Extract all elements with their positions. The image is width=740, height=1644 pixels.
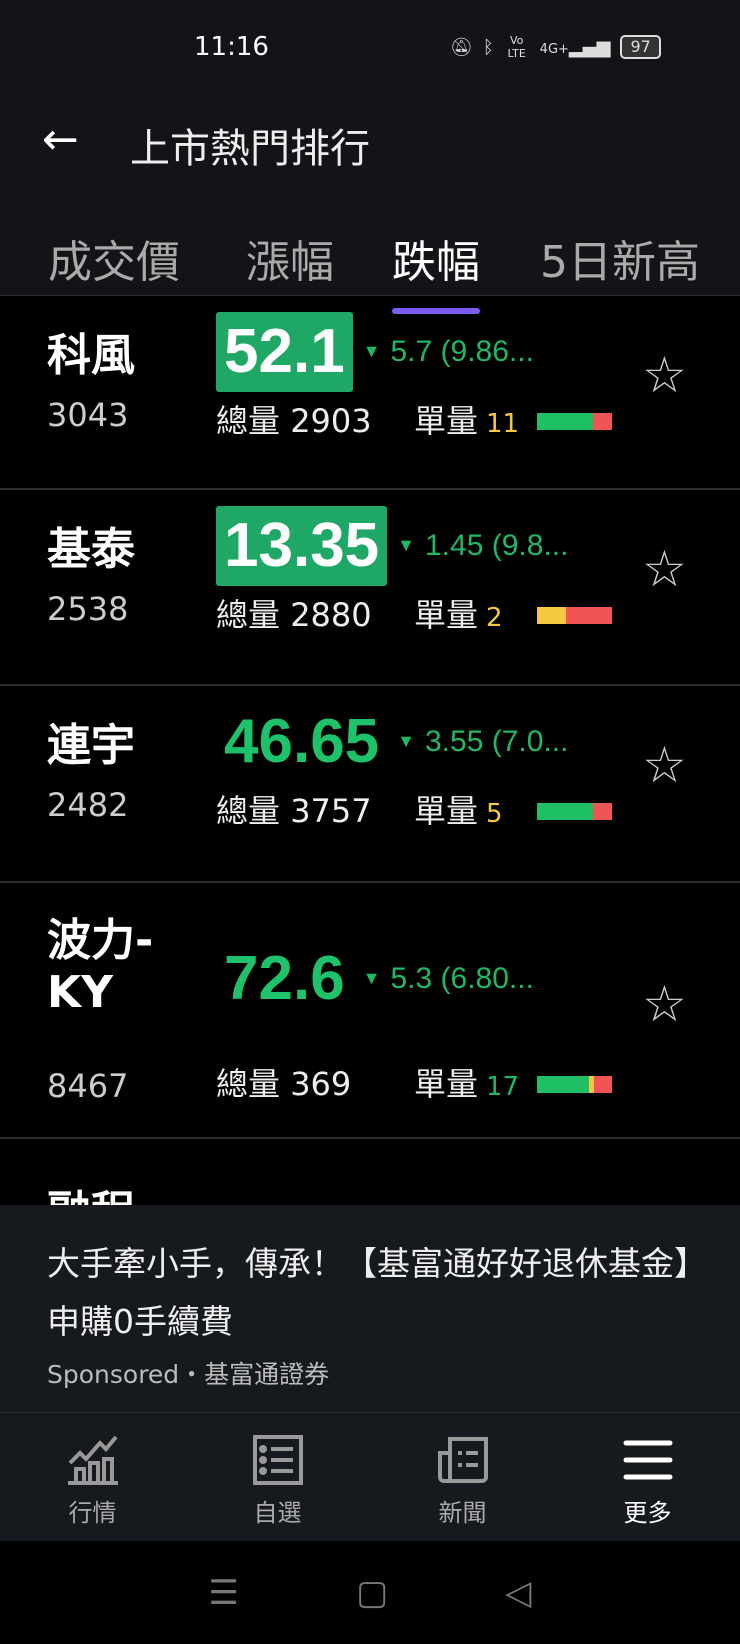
stock-price: 52.1 xyxy=(216,312,353,392)
battery-icon: 97 xyxy=(620,35,661,59)
price-line: 46.65 ▼ 3.55 (7.0... xyxy=(216,702,568,782)
bar-segment xyxy=(537,1076,589,1093)
price-change: ▼ 5.7 (9.86... xyxy=(362,335,534,368)
stock-price: 72.6 xyxy=(224,944,345,1013)
volte-icon: Vo LTE xyxy=(507,34,526,60)
buy-sell-bar xyxy=(537,413,612,430)
system-nav: ☰ ▢ ◁ xyxy=(0,1541,740,1644)
clock: 11:16 xyxy=(194,32,269,62)
tab-bar: 成交價 漲幅 跌幅 5日新高 xyxy=(0,202,740,314)
list-item[interactable]: 波力-KY 8467 72.6 ▼ 5.3 (6.80... 總量 369 單量 1… xyxy=(0,883,740,1139)
stock-code: 2538 xyxy=(47,590,129,628)
home-icon[interactable]: ▢ xyxy=(356,1572,389,1613)
buy-sell-bar xyxy=(537,607,612,624)
unit-volume: 單量 11 xyxy=(414,402,520,440)
app-header: ← 上市熱門排行 xyxy=(0,92,740,202)
bar-segment xyxy=(592,803,612,820)
stock-name: 基泰 xyxy=(47,524,135,575)
chart-icon xyxy=(67,1435,118,1485)
unit-volume: 單量 17 xyxy=(414,1065,520,1103)
nav-watchlist[interactable]: 自選 xyxy=(185,1413,370,1541)
down-triangle-icon: ▼ xyxy=(397,535,415,555)
buy-sell-bar xyxy=(537,1076,612,1093)
tab-price[interactable]: 成交價 xyxy=(48,237,180,288)
buy-sell-bar xyxy=(537,803,612,820)
bar-segment xyxy=(592,413,612,430)
tab-gainers[interactable]: 漲幅 xyxy=(246,237,334,288)
total-volume: 總量 369 xyxy=(216,1065,352,1103)
signal-icon: 4G+▂▄▆ xyxy=(539,36,611,58)
recent-apps-icon[interactable]: ☰ xyxy=(208,1572,240,1613)
status-icons: 🔕︎ ᛒ Vo LTE 4G+▂▄▆ 97 xyxy=(450,34,661,60)
star-icon[interactable]: ☆ xyxy=(642,975,687,1033)
back-arrow-icon[interactable]: ← xyxy=(42,114,79,165)
star-icon[interactable]: ☆ xyxy=(642,736,687,794)
stock-code: 2482 xyxy=(47,786,129,824)
bluetooth-icon: ᛒ xyxy=(482,36,494,58)
nav-news[interactable]: 新聞 xyxy=(370,1413,555,1541)
bar-segment xyxy=(565,607,612,624)
stock-name: 連宇 xyxy=(47,720,135,771)
tab-losers[interactable]: 跌幅 xyxy=(392,226,480,314)
list-item[interactable]: 基泰 2538 13.35 ▼ 1.45 (9.8... 總量 2880 單量 2 … xyxy=(0,490,740,686)
star-icon[interactable]: ☆ xyxy=(642,346,687,404)
unit-volume: 單量 2 xyxy=(414,596,503,634)
menu-icon xyxy=(623,1440,672,1480)
bar-segment xyxy=(594,1076,612,1093)
stock-price: 46.65 xyxy=(224,707,380,776)
news-icon xyxy=(437,1437,488,1483)
price-line: 13.35 ▼ 1.45 (9.8... xyxy=(216,506,568,586)
bar-segment xyxy=(537,607,566,624)
total-volume: 總量 3757 xyxy=(216,792,372,830)
down-triangle-icon: ▼ xyxy=(397,731,415,751)
bar-segment xyxy=(537,803,593,820)
price-change: ▼ 5.3 (6.80... xyxy=(362,962,534,995)
page-title: 上市熱門排行 xyxy=(130,126,370,172)
mute-icon: 🔕︎ xyxy=(450,36,473,58)
ad-text[interactable]: 大手牽小手，傳承！【基富通好好退休基金】申購0手續費 xyxy=(47,1244,691,1341)
list-icon xyxy=(252,1435,303,1485)
price-line: 72.6 ▼ 5.3 (6.80... xyxy=(216,939,534,1019)
unit-volume: 單量 5 xyxy=(414,792,503,830)
stock-price: 13.35 xyxy=(216,506,388,586)
total-volume: 總量 2903 xyxy=(216,402,372,440)
stock-code: 3043 xyxy=(47,396,129,434)
stock-name: 波力-KY xyxy=(47,915,154,1018)
price-change: ▼ 3.55 (7.0... xyxy=(397,725,569,758)
price-change: ▼ 1.45 (9.8... xyxy=(397,529,569,562)
nav-more[interactable]: 更多 xyxy=(555,1413,740,1541)
stock-name: 科風 xyxy=(47,330,135,381)
price-line: 52.1 ▼ 5.7 (9.86... xyxy=(216,312,534,392)
ad-sponsor: Sponsored・基富通證券 xyxy=(47,1360,330,1389)
tab-5day-high[interactable]: 5日新高 xyxy=(540,237,700,288)
bottom-nav: 行情 自選 新聞 更多 xyxy=(0,1413,740,1541)
down-triangle-icon: ▼ xyxy=(362,968,381,988)
list-item[interactable]: 連宇 2482 46.65 ▼ 3.55 (7.0... 總量 3757 單量 5 … xyxy=(0,686,740,883)
status-bar: 11:16 🔕︎ ᛒ Vo LTE 4G+▂▄▆ 97 xyxy=(0,0,740,92)
total-volume: 總量 2880 xyxy=(216,596,372,634)
stock-code: 8467 xyxy=(47,1067,129,1105)
down-triangle-icon: ▼ xyxy=(362,341,381,361)
bar-segment xyxy=(537,413,593,430)
sponsored-ad[interactable]: 大手牽小手，傳承！【基富通好好退休基金】申購0手續費 Sponsored・基富通… xyxy=(0,1205,740,1413)
bar-segment xyxy=(588,1076,594,1093)
back-icon[interactable]: ◁ xyxy=(505,1572,532,1613)
nav-market[interactable]: 行情 xyxy=(0,1413,185,1541)
list-item[interactable]: 科風 3043 52.1 ▼ 5.7 (9.86... 總量 2903 單量 11 … xyxy=(0,296,740,490)
star-icon[interactable]: ☆ xyxy=(642,540,687,598)
